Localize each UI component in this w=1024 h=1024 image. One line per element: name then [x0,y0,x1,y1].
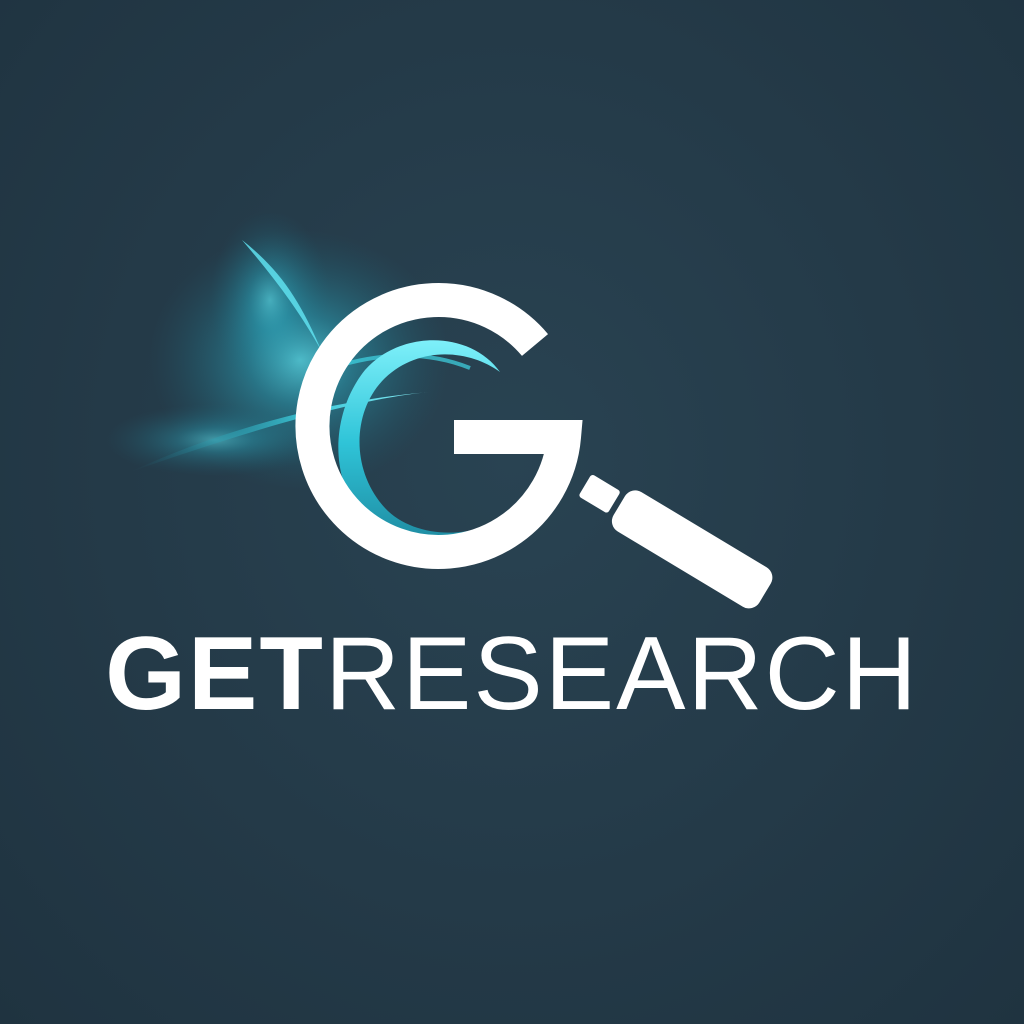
brand-wordmark: GETRESEARCH [0,622,1024,726]
g-ring [295,283,583,569]
brand-name-light: RESEARCH [324,616,919,732]
brand-name-strong: GET [105,616,325,732]
inner-arc [338,340,500,545]
magnifier-handle [579,474,773,609]
